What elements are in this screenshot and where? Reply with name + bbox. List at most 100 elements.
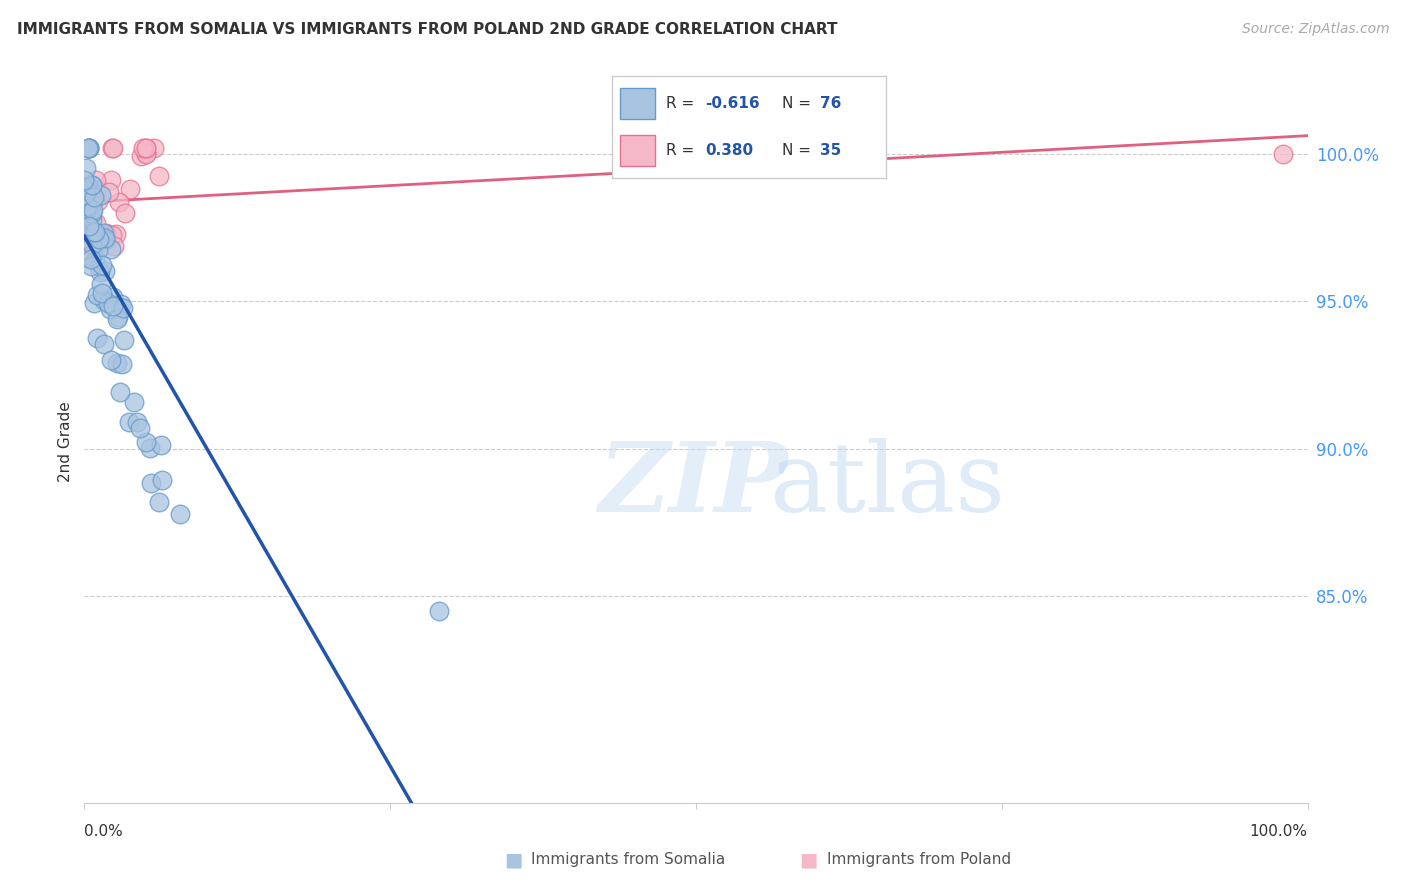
Point bbox=[96, 226, 118, 240]
Point bbox=[1272, 147, 1295, 161]
Point bbox=[80, 206, 103, 220]
Point bbox=[90, 187, 112, 202]
Bar bbox=[620, 136, 655, 166]
Text: ■: ■ bbox=[799, 850, 818, 870]
Point bbox=[76, 141, 98, 155]
Point bbox=[132, 141, 155, 155]
Point bbox=[76, 202, 98, 217]
Point bbox=[77, 200, 100, 214]
Text: 100.0%: 100.0% bbox=[1250, 824, 1308, 839]
Point bbox=[89, 232, 111, 246]
Point bbox=[80, 260, 103, 274]
Point bbox=[75, 200, 97, 214]
Point bbox=[135, 145, 157, 160]
Point bbox=[77, 202, 100, 216]
Text: 0.380: 0.380 bbox=[704, 144, 754, 158]
Point bbox=[103, 239, 125, 253]
Point bbox=[127, 415, 149, 429]
Point bbox=[77, 141, 100, 155]
Point bbox=[112, 334, 135, 348]
Point bbox=[75, 225, 97, 239]
Point bbox=[103, 141, 125, 155]
Point bbox=[108, 385, 131, 400]
Text: 76: 76 bbox=[820, 96, 841, 111]
Point bbox=[79, 210, 101, 224]
Text: R =: R = bbox=[666, 96, 700, 111]
Point bbox=[129, 149, 152, 163]
Point bbox=[135, 141, 157, 155]
Point bbox=[93, 337, 115, 351]
Point bbox=[169, 507, 191, 521]
Point bbox=[77, 219, 100, 234]
Point bbox=[90, 286, 112, 301]
Point bbox=[120, 182, 142, 196]
Point bbox=[80, 244, 103, 259]
Point bbox=[84, 216, 107, 230]
Point bbox=[83, 296, 105, 310]
Point bbox=[76, 228, 98, 243]
Point bbox=[77, 141, 100, 155]
Point bbox=[73, 181, 96, 195]
Point bbox=[83, 190, 105, 204]
Text: N =: N = bbox=[782, 144, 815, 158]
Point bbox=[98, 186, 121, 200]
Point bbox=[80, 252, 103, 266]
Point bbox=[76, 251, 98, 265]
Point bbox=[94, 231, 117, 245]
Text: ZIP: ZIP bbox=[598, 438, 787, 532]
Point bbox=[148, 169, 170, 183]
Text: ■: ■ bbox=[503, 850, 523, 870]
Point bbox=[82, 238, 104, 252]
Text: atlas: atlas bbox=[769, 438, 1005, 532]
Point bbox=[107, 310, 129, 324]
Point bbox=[100, 242, 122, 256]
Point bbox=[105, 312, 128, 326]
Point bbox=[79, 224, 101, 238]
Point bbox=[93, 293, 115, 308]
Text: R =: R = bbox=[666, 144, 700, 158]
Point bbox=[148, 495, 170, 509]
Point bbox=[101, 141, 124, 155]
Point bbox=[100, 172, 122, 186]
Point bbox=[93, 231, 115, 245]
Point bbox=[80, 178, 103, 192]
Text: 35: 35 bbox=[820, 144, 841, 158]
Point bbox=[89, 277, 111, 292]
Point bbox=[94, 263, 117, 277]
Text: -0.616: -0.616 bbox=[704, 96, 759, 111]
Point bbox=[122, 394, 145, 409]
Point bbox=[77, 211, 100, 225]
Point bbox=[76, 178, 98, 192]
Point bbox=[135, 434, 157, 449]
Point bbox=[82, 195, 104, 210]
Point bbox=[112, 301, 135, 316]
Point bbox=[80, 178, 103, 192]
Point bbox=[75, 183, 97, 197]
Point bbox=[93, 233, 115, 247]
Point bbox=[89, 265, 111, 279]
Point bbox=[75, 203, 97, 218]
Point bbox=[101, 299, 124, 313]
Point bbox=[73, 231, 96, 245]
Point bbox=[105, 356, 128, 370]
Point bbox=[129, 421, 152, 435]
Text: N =: N = bbox=[782, 96, 815, 111]
Point bbox=[84, 173, 107, 187]
Point bbox=[75, 161, 97, 176]
Point bbox=[427, 604, 450, 618]
Point bbox=[139, 475, 162, 490]
Point bbox=[76, 199, 98, 213]
Text: IMMIGRANTS FROM SOMALIA VS IMMIGRANTS FROM POLAND 2ND GRADE CORRELATION CHART: IMMIGRANTS FROM SOMALIA VS IMMIGRANTS FR… bbox=[17, 22, 838, 37]
Point bbox=[83, 253, 105, 268]
Point bbox=[77, 182, 100, 196]
Point bbox=[77, 180, 100, 194]
Point bbox=[77, 141, 100, 155]
Point bbox=[100, 353, 122, 368]
Point bbox=[73, 173, 96, 187]
Point bbox=[75, 179, 97, 194]
Point bbox=[97, 296, 120, 310]
Point bbox=[75, 188, 97, 202]
Bar bbox=[620, 88, 655, 119]
Text: Immigrants from Somalia: Immigrants from Somalia bbox=[531, 853, 725, 867]
Point bbox=[103, 290, 125, 304]
